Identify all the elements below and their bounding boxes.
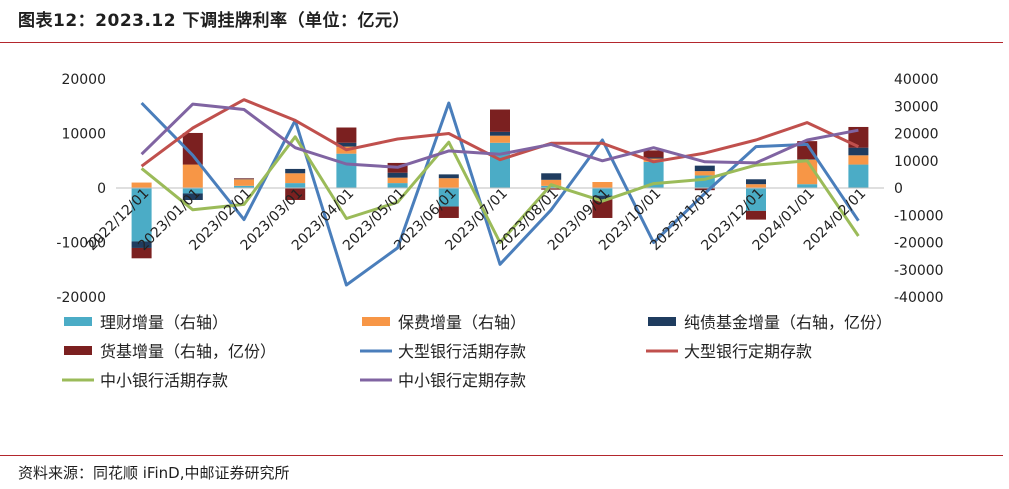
source-divider: [0, 455, 1003, 456]
bar-segment: [285, 173, 306, 184]
legend-label: 大型银行活期存款: [398, 342, 526, 361]
bar-segment: [234, 179, 254, 186]
y-right-tick-label: 30000: [894, 99, 939, 115]
bar-segment: [438, 206, 459, 218]
y-right-tick-label: -30000: [894, 263, 944, 279]
bar-segment: [797, 184, 818, 188]
y-right-tick-label: -10000: [894, 208, 944, 224]
y-right-tick-label: -20000: [894, 236, 944, 252]
bar-segment: [694, 171, 715, 176]
bar-segment: [182, 193, 203, 200]
bar-segment: [131, 188, 152, 242]
bar-segment: [285, 188, 306, 200]
bar-segment: [285, 168, 306, 174]
bar-segment: [131, 182, 152, 188]
bar-segment: [131, 241, 152, 248]
bar-segment: [694, 165, 715, 172]
legend-label: 大型银行定期存款: [684, 342, 812, 361]
legend-swatch: [648, 317, 676, 326]
bar-segment: [234, 178, 254, 179]
bar-segment: [746, 184, 766, 188]
y-right-tick-label: 40000: [894, 72, 939, 88]
bar-segment: [490, 135, 510, 143]
bar-segment: [592, 188, 613, 196]
legend-label: 中小银行定期存款: [398, 371, 526, 390]
series-line: [140, 98, 860, 168]
legend-label: 理财增量（右轴）: [100, 313, 228, 332]
y-left-tick-label: -10000: [56, 236, 106, 252]
bar-segment: [592, 195, 613, 200]
bar-segment: [490, 142, 510, 188]
bar-segment: [387, 177, 408, 184]
legend-swatch: [64, 346, 92, 355]
legend-label: 保费增量（右轴）: [398, 313, 526, 332]
bar-segment: [438, 188, 459, 207]
bar-segment: [336, 142, 357, 147]
bar-segment: [182, 188, 203, 194]
y-right-tick-label: 0: [894, 181, 903, 197]
bar-segment: [541, 188, 562, 190]
legend-swatch: [362, 317, 390, 326]
bar-segment: [131, 247, 152, 259]
bar-segment: [746, 188, 766, 211]
title-divider: [0, 42, 1003, 43]
bar-segment: [746, 179, 766, 185]
bar-segment: [285, 183, 306, 188]
bar-segment: [541, 173, 562, 180]
series-line: [140, 102, 859, 169]
bar-segment: [336, 127, 357, 143]
bar-segment: [438, 174, 459, 179]
y-left-tick-label: -20000: [56, 290, 106, 306]
legend-label: 货基增量（右轴，亿份）: [100, 342, 276, 361]
bar-segment: [490, 109, 510, 132]
bar-segment: [438, 178, 459, 188]
bar-segment: [541, 179, 562, 186]
bar-segment: [182, 164, 203, 188]
y-left-tick-label: 10000: [61, 127, 106, 143]
bar-segment: [643, 158, 664, 162]
y-left-tick-label: 20000: [61, 72, 106, 88]
bar-segment: [234, 185, 254, 188]
bar-segment: [643, 150, 664, 158]
source-note: 资料来源：同花顺 iFinD,中邮证券研究所: [18, 464, 290, 482]
bar-segment: [848, 147, 869, 156]
y-right-tick-label: 20000: [894, 127, 939, 143]
y-right-tick-label: -40000: [894, 290, 944, 306]
y-left-tick-label: 0: [97, 181, 106, 197]
bar-segment: [643, 161, 664, 188]
bar-segment: [592, 199, 613, 218]
bar-segment: [694, 188, 715, 191]
series-line: [140, 135, 860, 244]
y-right-tick-label: 10000: [894, 154, 939, 170]
legend-label: 中小银行活期存款: [100, 371, 228, 390]
bar-segment: [387, 172, 408, 178]
bar-segment: [592, 182, 613, 188]
bar-segment: [234, 178, 254, 180]
legend-label: 纯债基金增量（右轴，亿份）: [684, 313, 892, 332]
bar-segment: [182, 132, 203, 165]
bar-segment: [746, 210, 766, 220]
bar-segment: [848, 155, 869, 165]
bar-segment: [848, 164, 869, 188]
legend-swatch: [64, 317, 92, 326]
bar-segment: [643, 157, 664, 159]
bar-segment: [490, 131, 510, 136]
bar-segment: [387, 183, 408, 188]
page-title: 图表12：2023.12 下调挂牌利率（单位：亿元）: [18, 11, 411, 31]
bar-segment: [336, 153, 357, 188]
